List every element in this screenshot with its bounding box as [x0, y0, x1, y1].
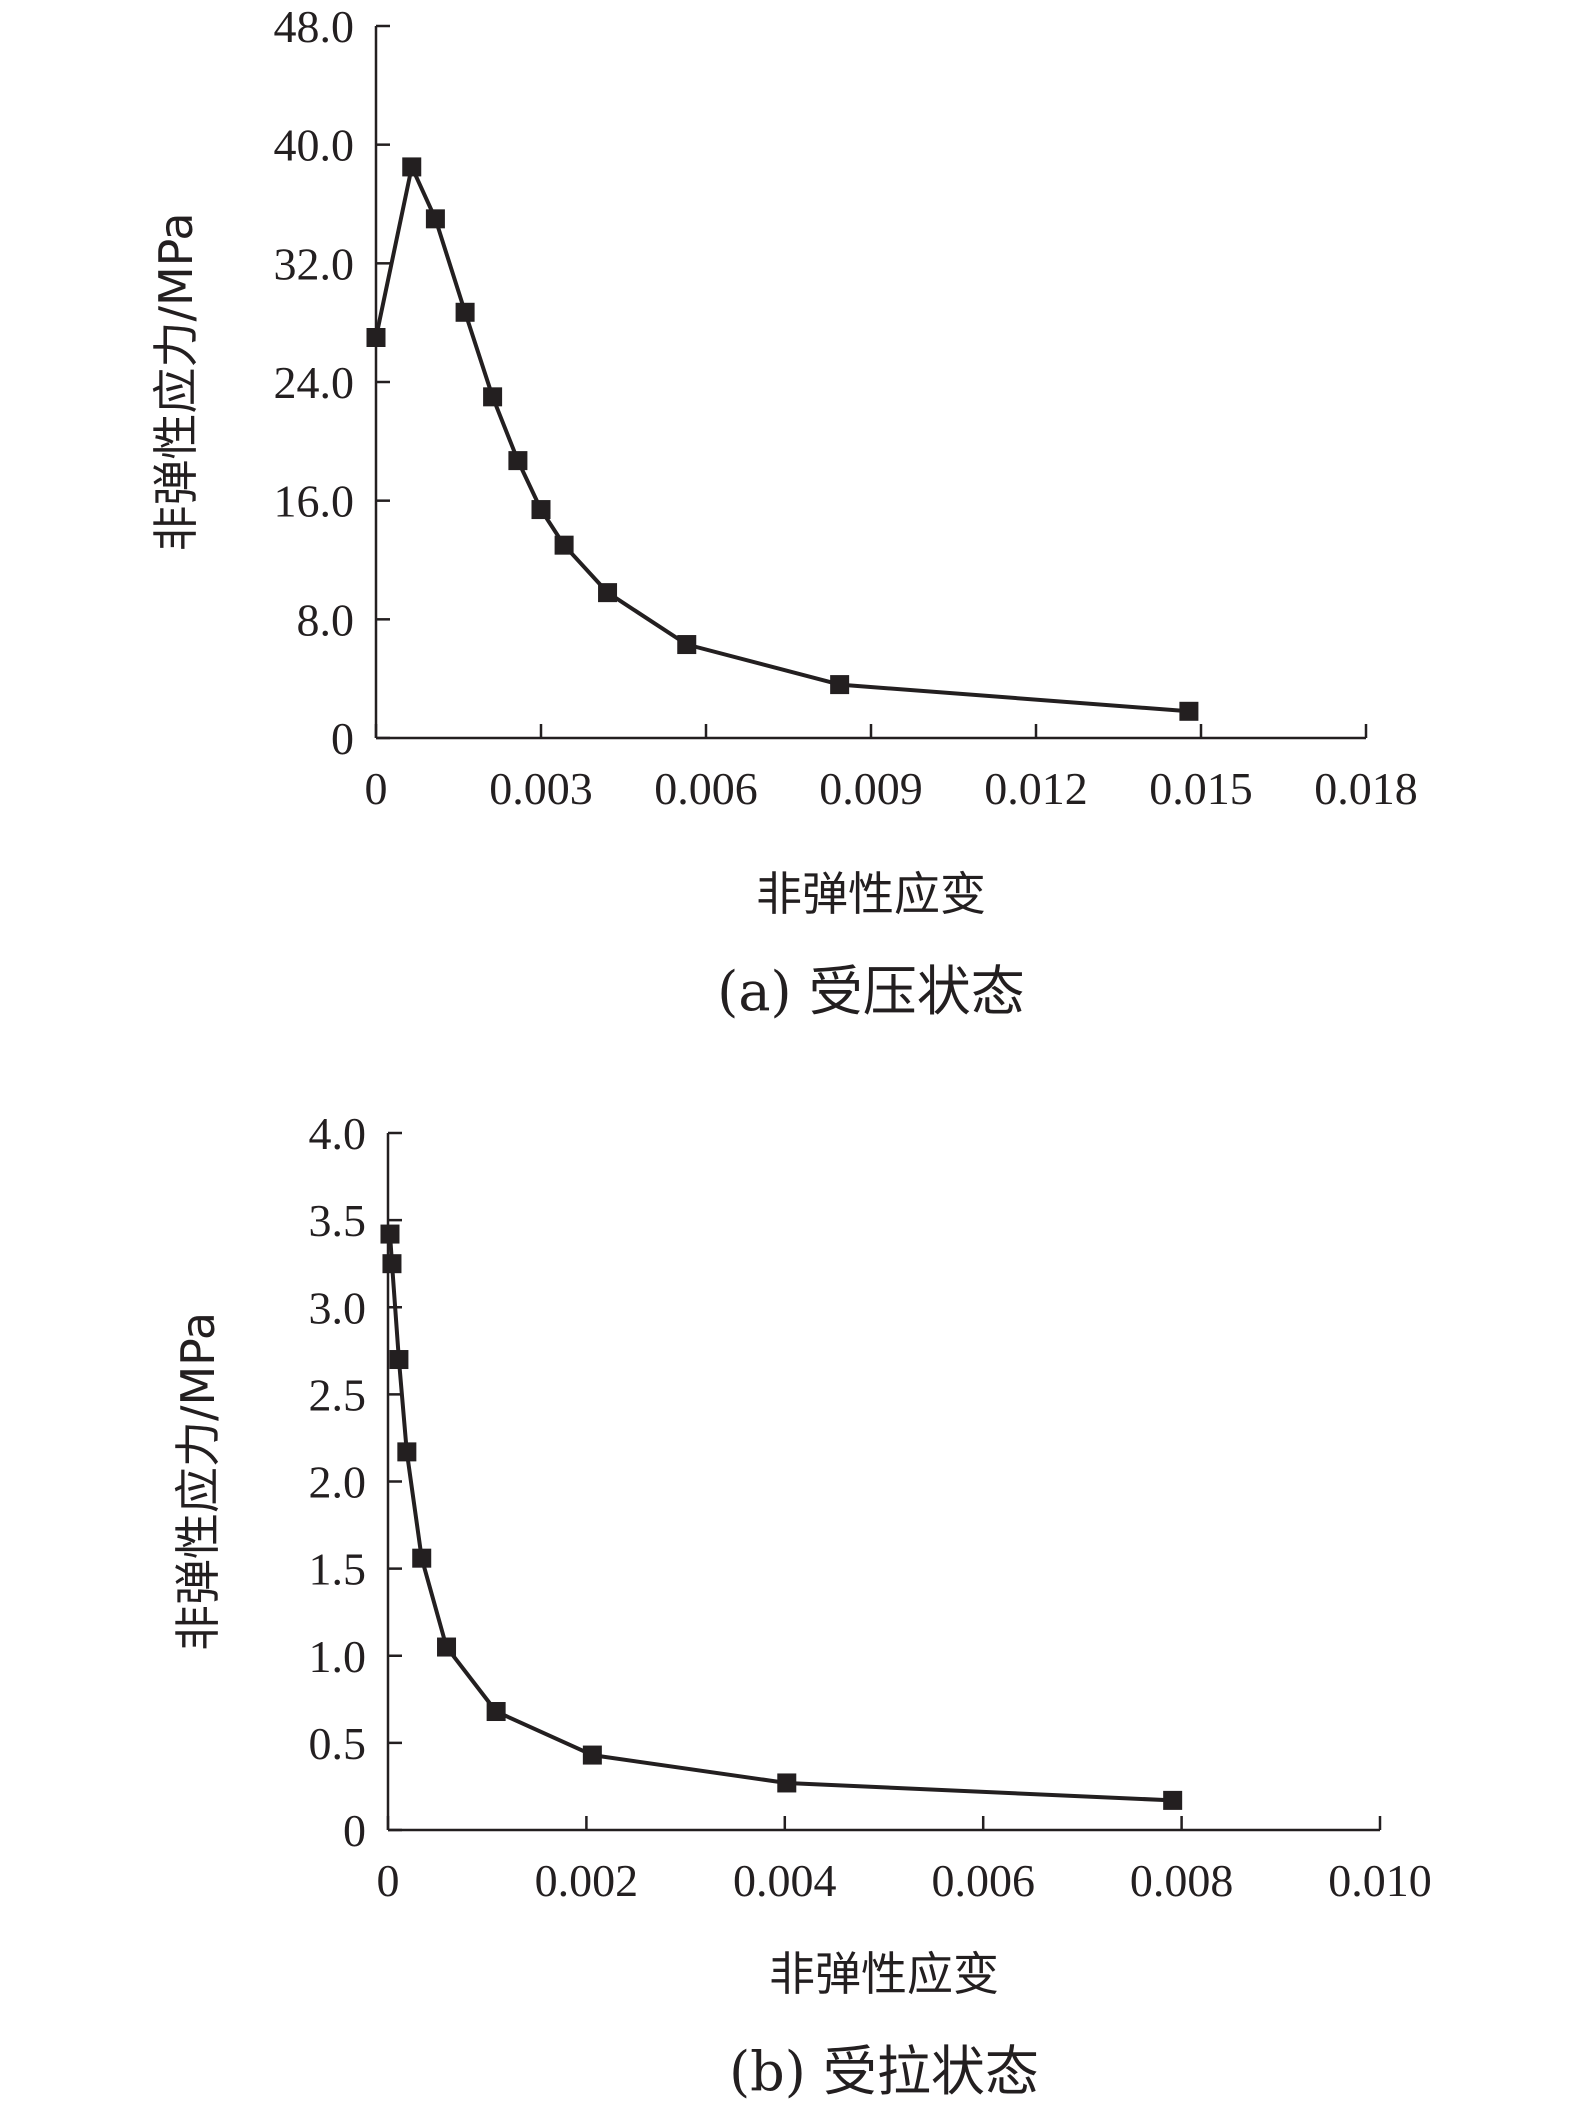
x-tick-label: 0.003: [489, 763, 593, 814]
data-point-marker: [412, 1548, 432, 1568]
data-point-marker: [830, 675, 850, 695]
y-tick-label: 0.5: [309, 1718, 367, 1769]
y-tick-label: 2.5: [309, 1369, 367, 1420]
x-tick-label: 0.010: [1328, 1855, 1432, 1906]
chart-tension: 0 0.5 1.0 1.5 2.0 2.5 3.0 3.5 4.0 0 0.002 0.004 0.00…: [171, 1108, 1432, 2103]
x-tick-label: 0.008: [1130, 1855, 1234, 1906]
x-tick-label: 0.018: [1314, 763, 1418, 814]
y-tick-label: 3.0: [309, 1282, 367, 1333]
y-tick-label: 16.0: [274, 476, 355, 527]
data-point-marker: [380, 1224, 400, 1244]
series-line: [374, 164, 1190, 714]
data-point-marker: [486, 1702, 506, 1722]
x-tick-label: 0.006: [931, 1855, 1035, 1906]
data-point-marker: [382, 1254, 402, 1274]
y-tick-label: 40.0: [274, 120, 355, 171]
y-tick-label: 0: [343, 1805, 366, 1856]
data-point-marker: [455, 302, 475, 322]
data-point-marker: [397, 1442, 417, 1462]
data-point-marker: [437, 1637, 457, 1657]
data-point-marker: [598, 583, 618, 603]
data-point-marker: [402, 157, 422, 177]
x-tick-label: 0.012: [984, 763, 1088, 814]
y-axis-title: 非弹性应力/MPa: [171, 1312, 225, 1651]
y-tick-label: 8.0: [297, 594, 355, 645]
data-point-marker: [389, 1350, 409, 1370]
x-tick-label: 0.006: [654, 763, 758, 814]
y-tick-label: 32.0: [274, 238, 355, 289]
y-tick-label: 4.0: [309, 1108, 367, 1159]
y-tick-label: 48.0: [274, 1, 355, 52]
series-line: [388, 1233, 1173, 1803]
data-point-marker: [1179, 701, 1199, 721]
data-point-marker: [554, 535, 574, 555]
data-point-marker: [483, 387, 503, 407]
data-point-marker: [777, 1773, 797, 1793]
y-tick-label: 2.0: [309, 1457, 367, 1508]
data-point-marker: [677, 635, 697, 655]
y-tick-label: 0: [331, 713, 354, 764]
x-tick-label: 0.015: [1149, 763, 1253, 814]
data-point-marker: [1163, 1790, 1183, 1810]
x-axis-title: 非弹性应变: [769, 1947, 999, 2001]
y-tick-label: 1.0: [309, 1631, 367, 1682]
y-axis-title: 非弹性应力/MPa: [149, 212, 203, 551]
y-tick-label: 3.5: [309, 1195, 367, 1246]
chart-caption: (b) 受拉状态: [729, 2040, 1039, 2103]
data-point-marker: [508, 451, 528, 471]
x-tick-label: 0.009: [819, 763, 923, 814]
data-point-marker: [425, 209, 445, 229]
x-tick-label: 0.004: [733, 1855, 837, 1906]
x-tick-label: 0.002: [535, 1855, 639, 1906]
data-point-marker: [582, 1745, 602, 1765]
x-tick-label: 0: [377, 1855, 400, 1906]
chart-compression: 0 8.0 16.0 24.0 32.0 40.0 48.0 0 0.003 0.006 0.009…: [149, 1, 1418, 1023]
y-tick-label: 24.0: [274, 357, 355, 408]
chart-caption: (a) 受压状态: [717, 960, 1025, 1023]
x-tick-label: 0: [365, 763, 388, 814]
x-axis-title: 非弹性应变: [756, 867, 986, 921]
data-point-marker: [366, 328, 386, 347]
data-point-marker: [531, 500, 551, 520]
y-tick-label: 1.5: [309, 1544, 367, 1595]
